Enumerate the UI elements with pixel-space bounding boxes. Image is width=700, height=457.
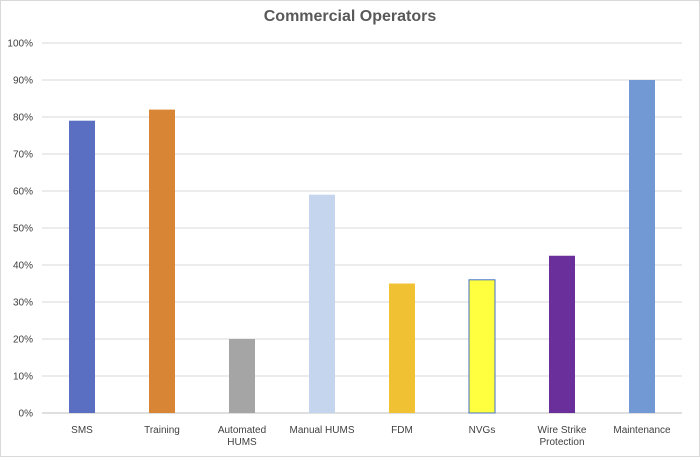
x-category-label: Wire Strike Protection: [538, 425, 587, 448]
y-tick-label: 30%: [13, 298, 33, 309]
bar: [549, 255, 575, 413]
x-category-label: SMS: [71, 425, 93, 436]
x-category-label: FDM: [391, 425, 413, 436]
x-category-label: Maintenance: [613, 425, 671, 436]
x-category-label: NVGs: [469, 425, 496, 436]
chart-title: Commercial Operators: [263, 8, 437, 25]
y-tick-label: 40%: [13, 261, 33, 272]
y-tick-label: 50%: [13, 224, 33, 235]
bar: [389, 283, 415, 413]
y-tick-label: 0%: [19, 409, 34, 420]
y-tick-label: 80%: [13, 113, 33, 124]
x-category-label: Manual HUMS: [289, 425, 354, 436]
y-tick-label: 90%: [13, 76, 33, 87]
bar: [629, 80, 655, 413]
y-tick-label: 20%: [13, 335, 33, 346]
bar: [229, 339, 255, 413]
y-tick-label: 10%: [13, 372, 33, 383]
y-tick-label: 70%: [13, 150, 33, 161]
y-tick-label: 60%: [13, 187, 33, 198]
x-category-label: Training: [144, 425, 180, 436]
y-tick-label: 100%: [7, 39, 33, 50]
bar: [69, 120, 95, 413]
bar: [149, 109, 175, 413]
x-category-label: Automated HUMS: [218, 425, 266, 448]
bar: [468, 279, 496, 414]
bar: [309, 194, 335, 413]
